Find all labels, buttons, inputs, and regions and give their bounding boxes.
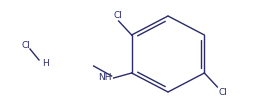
Text: NH: NH	[98, 74, 112, 82]
Text: H: H	[42, 59, 49, 68]
Text: Cl: Cl	[22, 41, 31, 50]
Text: Cl: Cl	[218, 88, 227, 97]
Text: Cl: Cl	[113, 11, 122, 20]
